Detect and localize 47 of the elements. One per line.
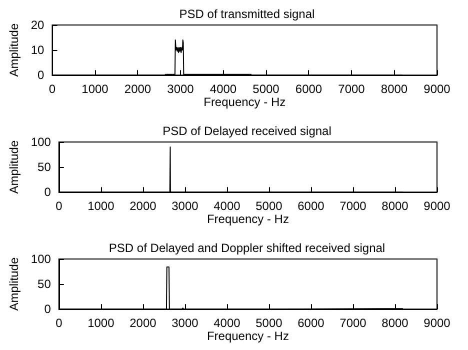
x-tick-label: 8000 bbox=[382, 199, 409, 214]
y-tick-label: 50 bbox=[38, 160, 52, 174]
x-tick-label: 8000 bbox=[382, 316, 409, 330]
x-axis-title: Frequency - Hz bbox=[206, 212, 289, 226]
chart-title: PSD of Delayed and Doppler shifted received signal bbox=[108, 241, 386, 255]
x-tick-label: 7000 bbox=[338, 82, 366, 96]
y-axis-title: Amplitude bbox=[7, 23, 21, 77]
x-tick-label: 1000 bbox=[88, 316, 115, 330]
x-tick-label: 5000 bbox=[256, 199, 283, 214]
y-tick-label: 0 bbox=[44, 185, 52, 200]
x-tick-label: 6000 bbox=[298, 316, 325, 330]
x-tick-label: 2000 bbox=[130, 316, 157, 330]
x-tick-label: 5000 bbox=[256, 316, 283, 330]
x-tick-label: 9000 bbox=[424, 199, 451, 214]
x-tick-label: 1000 bbox=[88, 199, 115, 214]
x-tick-label: 6000 bbox=[295, 82, 322, 96]
x-tick-label: 6000 bbox=[298, 199, 325, 214]
x-tick-label: 5000 bbox=[252, 82, 280, 96]
x-axis-title: Frequency - Hz bbox=[206, 329, 289, 343]
y-tick-label: 50 bbox=[38, 277, 52, 292]
x-tick-label: 3000 bbox=[172, 316, 199, 330]
x-tick-label: 9000 bbox=[424, 316, 451, 330]
chart-title: PSD of transmitted signal bbox=[179, 7, 315, 21]
chart-title: PSD of Delayed received signal bbox=[162, 124, 332, 138]
y-tick-label: 0 bbox=[38, 68, 45, 82]
x-tick-label: 2000 bbox=[124, 82, 152, 96]
x-tick-label: 3000 bbox=[167, 82, 194, 96]
x-tick-label: 7000 bbox=[340, 316, 367, 330]
x-tick-label: 1000 bbox=[82, 82, 109, 96]
x-tick-label: 7000 bbox=[340, 199, 367, 214]
x-tick-label: 3000 bbox=[172, 199, 199, 214]
x-tick-label: 8000 bbox=[380, 82, 408, 96]
x-tick-label: 0 bbox=[56, 316, 63, 330]
y-tick-label: 20 bbox=[30, 18, 45, 32]
x-tick-label: 9000 bbox=[424, 82, 451, 96]
x-tick-label: 2000 bbox=[130, 199, 157, 214]
x-axis-title: Frequency - Hz bbox=[204, 95, 286, 109]
y-tick-label: 0 bbox=[44, 302, 52, 316]
x-tick-label: 4000 bbox=[210, 82, 237, 96]
y-axis-title: Amplitude bbox=[7, 140, 21, 194]
y-tick-label: 100 bbox=[30, 252, 52, 266]
y-axis-title: Amplitude bbox=[7, 257, 21, 311]
x-tick-label: 4000 bbox=[214, 199, 241, 214]
x-tick-label: 4000 bbox=[214, 316, 241, 330]
y-tick-label: 10 bbox=[30, 43, 45, 58]
x-tick-label: 0 bbox=[56, 199, 63, 214]
y-tick-label: 100 bbox=[30, 135, 52, 149]
